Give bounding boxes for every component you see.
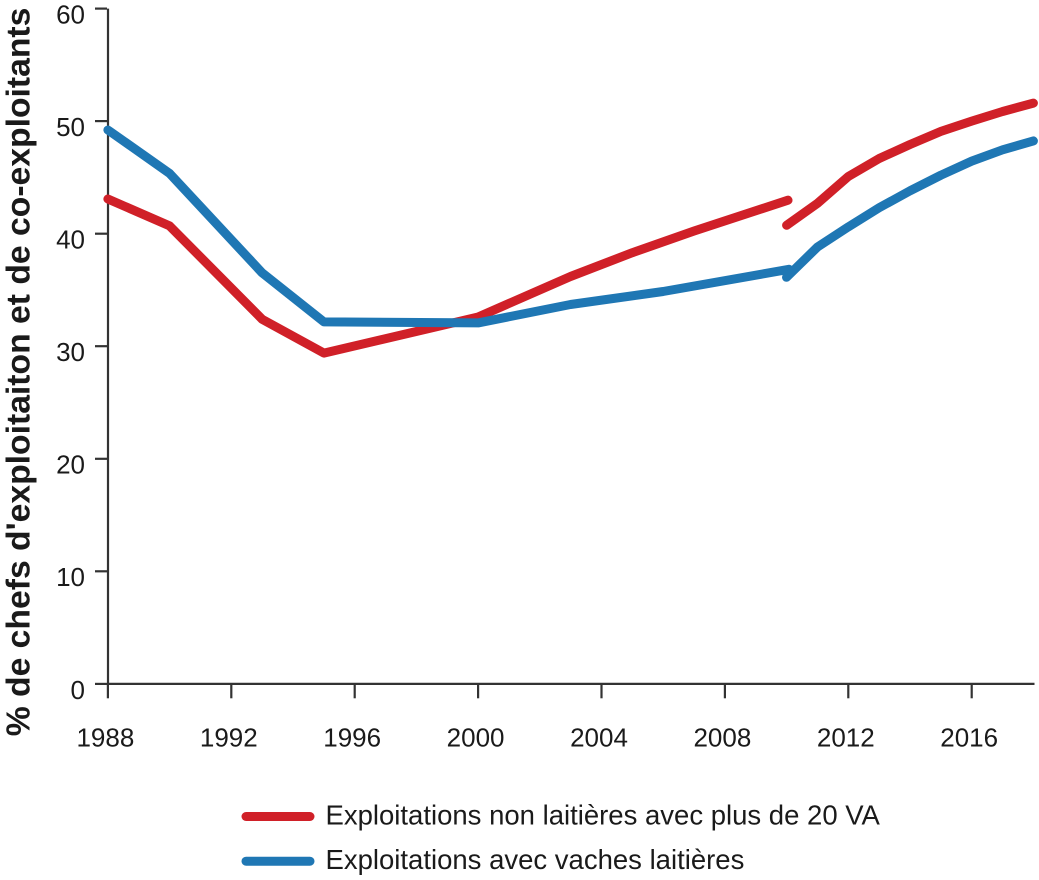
svg-text:2016: 2016	[940, 722, 998, 752]
svg-text:1988: 1988	[76, 722, 134, 752]
svg-text:60: 60	[56, 0, 85, 30]
svg-text:40: 40	[56, 225, 85, 255]
svg-text:1992: 1992	[200, 722, 258, 752]
svg-text:0: 0	[71, 675, 85, 705]
svg-text:50: 50	[56, 112, 85, 142]
svg-text:% de chefs d'exploitaiton et d: % de chefs d'exploitaiton et de co-explo…	[0, 8, 37, 737]
svg-text:2012: 2012	[817, 722, 875, 752]
svg-text:Exploitations avec vaches lait: Exploitations avec vaches laitières	[326, 844, 745, 875]
svg-text:2008: 2008	[693, 722, 751, 752]
svg-text:10: 10	[56, 562, 85, 592]
svg-text:2000: 2000	[447, 722, 505, 752]
svg-text:1996: 1996	[323, 722, 381, 752]
svg-text:20: 20	[56, 450, 85, 480]
svg-text:30: 30	[56, 337, 85, 367]
svg-text:2004: 2004	[570, 722, 628, 752]
svg-text:Exploitations non laitières av: Exploitations non laitières avec plus de…	[326, 800, 881, 831]
